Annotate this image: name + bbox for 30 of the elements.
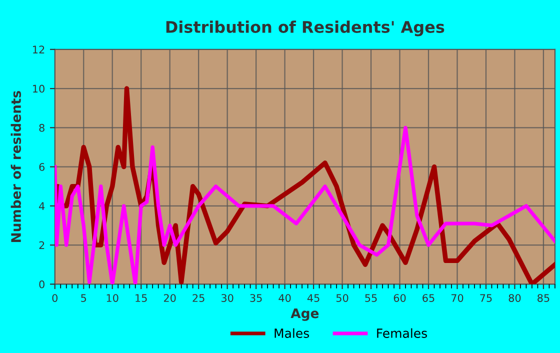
y-tick-label: 2 [39,241,44,249]
y-tick-label: 4 [39,202,45,210]
y-tick-label: 10 [33,84,44,93]
legend-label: Females [377,328,427,338]
y-axis-title: Number of residents [10,90,22,242]
x-tick-label: 25 [192,294,204,302]
x-tick-label: 5 [81,294,86,302]
chart-title: Distribution of Residents' Ages [166,20,444,36]
y-tick-label: 0 [39,280,44,288]
x-tick-label: 30 [221,294,234,302]
y-tick-label: 6 [39,163,44,171]
x-tick-label: 75 [480,294,492,302]
x-tick-label: 0 [52,294,58,302]
x-tick-label: 55 [365,294,377,302]
x-axis-title: Age [290,308,319,321]
x-tick-label: 15 [136,294,147,302]
x-tick-label: 65 [422,294,434,302]
x-tick-label: 50 [336,294,348,302]
y-tick-label: 8 [39,124,44,132]
x-tick-label: 80 [508,294,521,302]
x-tick-label: 40 [278,294,291,302]
x-tick-label: 20 [164,294,176,302]
x-tick-label: 10 [106,294,118,302]
y-tick-label: 12 [33,46,44,54]
x-tick-label: 70 [451,294,464,302]
x-tick-label: 60 [394,294,406,302]
x-tick-label: 45 [307,294,320,302]
legend-label: Males [274,328,310,338]
x-tick-label: 35 [250,294,262,302]
x-tick-label: 85 [538,294,550,302]
